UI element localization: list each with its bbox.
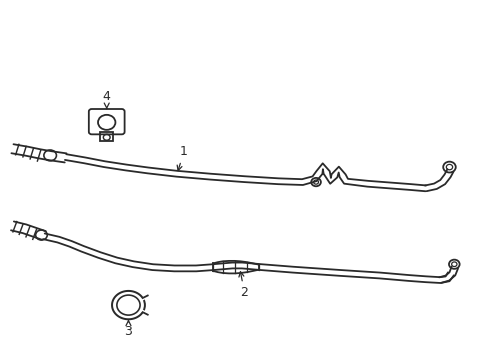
Text: 3: 3 <box>124 321 132 338</box>
Bar <box>100 132 113 141</box>
Text: 2: 2 <box>239 272 248 299</box>
Text: 4: 4 <box>102 90 110 109</box>
Text: 1: 1 <box>177 145 187 171</box>
